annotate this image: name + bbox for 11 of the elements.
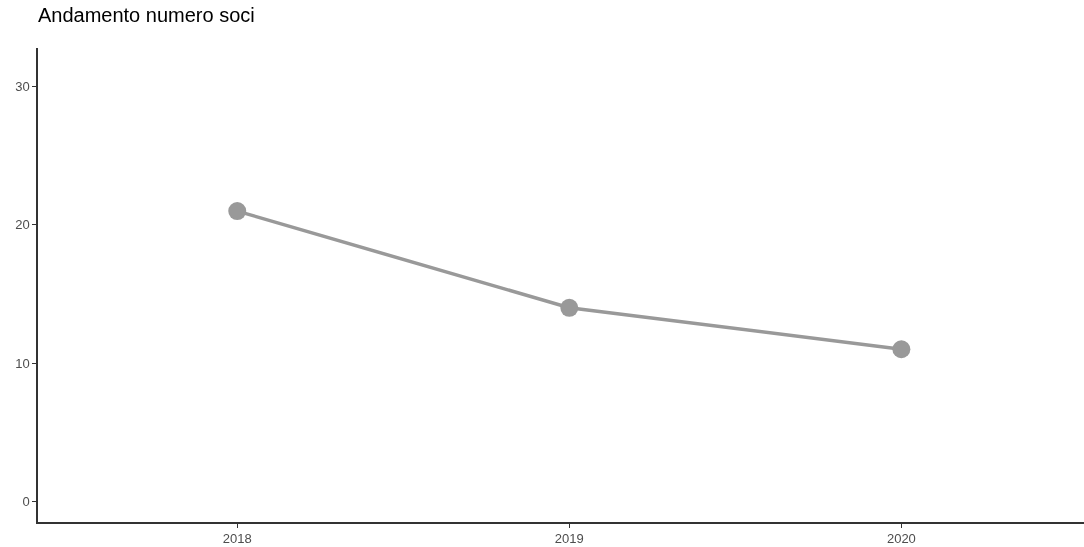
- y-tick-label: 0: [22, 493, 30, 509]
- y-tick-label: 10: [15, 355, 30, 371]
- y-tick-label: 30: [15, 79, 30, 95]
- x-tick-label: 2018: [222, 531, 252, 547]
- y-tick-label: 20: [15, 217, 30, 233]
- x-tick-label: 2020: [886, 531, 916, 547]
- x-tick-label: 2019: [554, 531, 584, 547]
- point: [228, 202, 247, 221]
- point: [560, 298, 579, 317]
- chart-title: Andamento numero soci: [37, 4, 255, 27]
- point: [892, 340, 911, 359]
